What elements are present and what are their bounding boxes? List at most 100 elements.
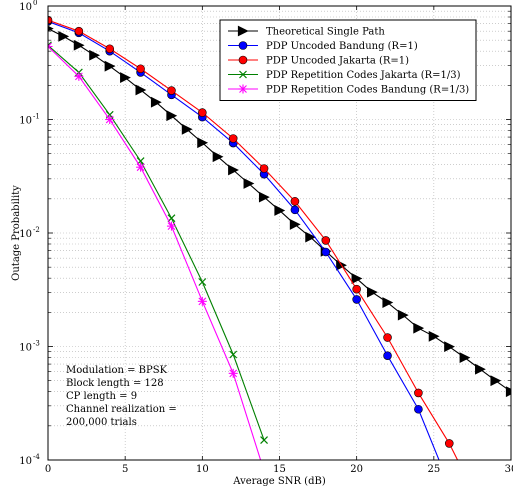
legend-label: PDP Uncoded Bandung (R=1) xyxy=(266,41,418,52)
data-point xyxy=(352,284,361,294)
data-point xyxy=(197,137,209,149)
data-point xyxy=(259,164,269,173)
data-point xyxy=(351,273,363,284)
series-line xyxy=(48,46,262,460)
x-tick-label: 25 xyxy=(427,464,440,475)
data-point xyxy=(181,123,193,135)
legend: Theoretical Single Path PDP Uncoded Bandu… xyxy=(219,19,477,101)
y-tick-label-exponent: -1 xyxy=(33,113,40,121)
y-tick-label-base: 10 xyxy=(19,343,32,354)
y-tick-label-exponent: 0 xyxy=(33,0,37,7)
data-point xyxy=(490,375,502,387)
data-point xyxy=(120,72,131,84)
data-point xyxy=(167,86,176,95)
data-point xyxy=(197,296,207,306)
legend-entry: PDP Uncoded Bandung (R=1) xyxy=(228,41,418,52)
data-point xyxy=(260,436,268,444)
legend-marker xyxy=(238,41,248,50)
data-point xyxy=(48,41,53,51)
x-tick-label: 5 xyxy=(122,464,128,475)
data-point xyxy=(48,41,52,50)
data-point xyxy=(228,134,238,143)
simulation-parameters-annotation: Modulation = BPSK Block length = 128 CP … xyxy=(66,365,177,428)
data-point xyxy=(321,236,331,245)
y-tick-label: 10 -2 xyxy=(19,226,40,240)
series-theoretical-single-path xyxy=(48,25,511,398)
series-line xyxy=(48,44,265,441)
data-point xyxy=(321,247,331,257)
data-point xyxy=(382,297,394,308)
data-point xyxy=(367,286,378,298)
data-point xyxy=(444,341,455,353)
legend-entry: PDP Repetition Codes Jakarta (R=1/3) xyxy=(228,70,461,81)
data-point xyxy=(413,322,425,334)
data-point xyxy=(198,278,207,286)
data-point xyxy=(135,84,147,96)
data-point xyxy=(383,333,392,342)
data-point xyxy=(243,178,255,189)
y-axis-label: Outage Probability xyxy=(11,185,22,281)
x-tick-label: 30 xyxy=(505,464,513,475)
x-axis-label: Average SNR (dB) xyxy=(232,476,326,487)
y-tick-label: 10 0 xyxy=(19,0,37,13)
y-tick-label-exponent: -3 xyxy=(33,340,40,348)
y-tick-label-base: 10 xyxy=(19,456,32,467)
series-pdp-repetition-codes-bandung-r-1-3 xyxy=(48,41,262,460)
data-point xyxy=(74,71,84,81)
legend-label: Theoretical Single Path xyxy=(266,27,385,38)
annotation-line-trials: 200,000 trials xyxy=(66,417,137,428)
legend-entry: Theoretical Single Path xyxy=(228,25,385,38)
x-tick-label: 20 xyxy=(350,464,363,475)
series-layer xyxy=(48,15,511,460)
data-point xyxy=(352,295,361,304)
data-point xyxy=(414,388,423,398)
data-point xyxy=(104,60,116,72)
data-point xyxy=(74,26,84,36)
series-line xyxy=(48,20,440,460)
legend-marker xyxy=(239,70,247,79)
data-point xyxy=(150,96,162,108)
data-point xyxy=(397,309,409,321)
annotation-line-cp-length: CP length = 9 xyxy=(66,391,137,402)
y-tick-label: 10 -3 xyxy=(19,340,40,354)
data-point xyxy=(475,363,486,375)
legend-label: PDP Uncoded Jakarta (R=1) xyxy=(266,56,409,67)
y-tick-label: 10 -1 xyxy=(19,113,40,127)
annotation-line-block-length: Block length = 128 xyxy=(66,378,164,389)
data-point xyxy=(414,404,423,414)
legend-marker xyxy=(238,84,248,94)
data-point xyxy=(383,351,392,360)
x-tick-label: 0 xyxy=(45,464,51,475)
data-point xyxy=(136,162,146,172)
data-point xyxy=(105,115,115,124)
legend-entry: PDP Repetition Codes Bandung (R=1/3) xyxy=(228,84,469,96)
legend-marker xyxy=(238,55,248,65)
data-point xyxy=(48,25,54,32)
data-point xyxy=(228,368,238,378)
data-point xyxy=(105,44,115,54)
data-point xyxy=(289,219,301,230)
y-tick-label-exponent: -4 xyxy=(33,453,40,461)
data-point xyxy=(48,15,53,25)
data-point xyxy=(274,205,286,216)
series-pdp-uncoded-jakarta-r-1 xyxy=(48,15,459,460)
x-tick-label: 10 xyxy=(196,464,209,475)
data-point xyxy=(166,221,176,231)
data-point xyxy=(305,231,317,243)
data-point xyxy=(166,110,178,122)
plot-area xyxy=(48,15,511,460)
data-point xyxy=(428,330,440,342)
data-point xyxy=(459,352,471,364)
legend-box xyxy=(219,19,477,101)
data-point xyxy=(258,191,270,203)
y-tick-label-base: 10 xyxy=(19,2,32,13)
annotation-line-modulation: Modulation = BPSK xyxy=(66,365,168,376)
data-point xyxy=(290,197,300,206)
data-point xyxy=(290,205,300,215)
data-point xyxy=(198,108,207,117)
data-point xyxy=(229,350,238,359)
data-point xyxy=(136,64,145,74)
data-point xyxy=(89,49,101,61)
y-tick-label: 10 -4 xyxy=(19,453,40,467)
